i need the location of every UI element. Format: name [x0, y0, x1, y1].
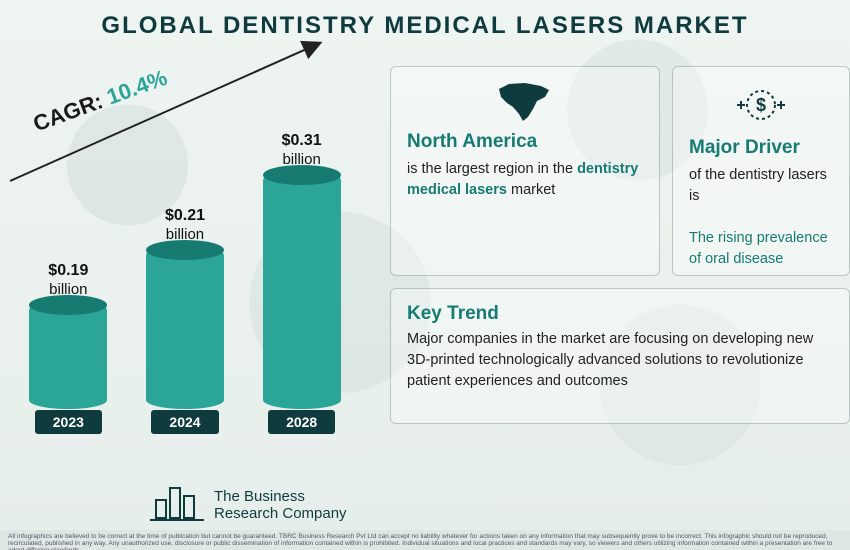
bar-cylinder	[29, 305, 107, 400]
bar-2024: $0.21 billion	[140, 207, 230, 400]
card-body: is the largest region in the dentistry m…	[407, 159, 643, 201]
svg-text:$: $	[756, 95, 766, 115]
bar-2023: $0.19 billion	[23, 262, 113, 400]
year-label: 2023	[35, 410, 102, 434]
card-heading: North America	[407, 131, 643, 153]
cagr-value: 10.4%	[103, 65, 170, 110]
logo-icon	[150, 474, 204, 522]
bar-value-label: $0.21 billion	[165, 207, 205, 244]
bar-group: $0.19 billion $0.21 billion $0.31 billio…	[10, 120, 360, 400]
company-logo: The Business Research Company	[150, 474, 347, 522]
bar-cylinder	[263, 175, 341, 400]
bar-cylinder	[146, 250, 224, 400]
bar-2028: $0.31 billion	[257, 132, 347, 400]
card-key-trend: Key Trend Major companies in the market …	[390, 288, 850, 424]
card-body: Major companies in the market are focusi…	[407, 329, 833, 392]
bar-value-label: $0.31 billion	[282, 132, 322, 169]
year-label: 2028	[268, 410, 335, 434]
card-body: of the dentistry lasers is The rising pr…	[689, 165, 833, 270]
card-heading: Key Trend	[407, 303, 833, 325]
dollar-arrows-icon: $	[737, 81, 785, 129]
north-america-map-icon	[495, 81, 555, 123]
page-title: GLOBAL DENTISTRY MEDICAL LASERS MARKET	[0, 12, 850, 40]
bar-value-label: $0.19 billion	[48, 262, 88, 299]
market-size-chart: CAGR: 10.4% $0.19 billion $0.21 billion …	[0, 60, 370, 440]
year-label: 2024	[151, 410, 218, 434]
card-heading: Major Driver	[689, 137, 833, 159]
logo-text: The Business Research Company	[214, 488, 347, 523]
disclaimer-fineprint: All infographics are believed to be corr…	[0, 530, 850, 550]
card-major-driver: $ Major Driver of the dentistry lasers i…	[672, 66, 850, 276]
year-axis: 2023 2024 2028	[10, 410, 360, 434]
card-north-america: North America is the largest region in t…	[390, 66, 660, 276]
